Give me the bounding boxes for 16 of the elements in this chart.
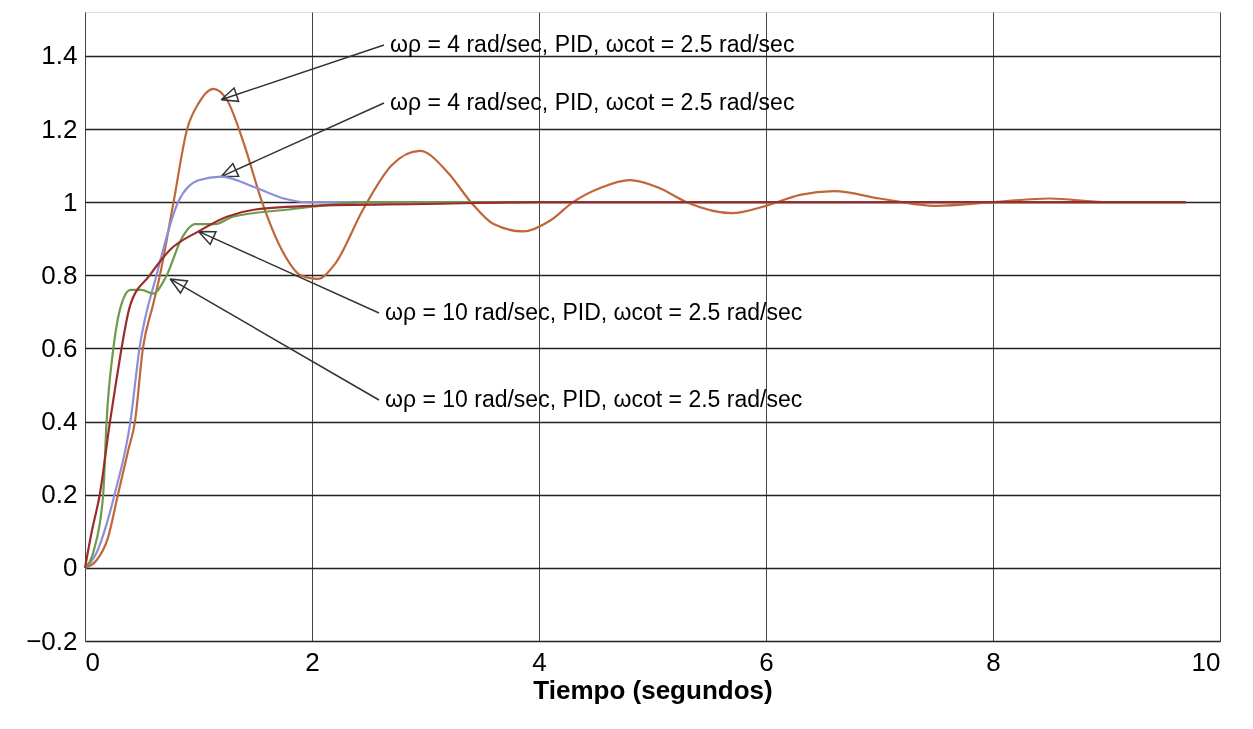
y-tick-label: 0.6 [41, 332, 78, 363]
x-tick-label: 10 [1191, 646, 1221, 677]
y-tick-label: 0.8 [41, 259, 78, 290]
y-tick-label: 0.4 [41, 406, 78, 437]
x-tick-label: 6 [759, 646, 774, 677]
x-tick-label: 2 [305, 646, 320, 677]
y-tick-label: 1.2 [41, 113, 78, 144]
y-tick-label: 1.4 [41, 40, 78, 71]
x-tick-label: 0 [85, 646, 100, 677]
x-axis-title: Tiempo (segundos) [533, 674, 773, 705]
x-tick-label: 4 [532, 646, 547, 677]
y-tick-label: 0.2 [41, 479, 78, 510]
x-tick-label: 8 [986, 646, 1001, 677]
y-tick-label: 1 [63, 186, 78, 217]
y-tick-label: 0 [63, 552, 78, 583]
y-tick-label: −0.2 [26, 625, 78, 656]
